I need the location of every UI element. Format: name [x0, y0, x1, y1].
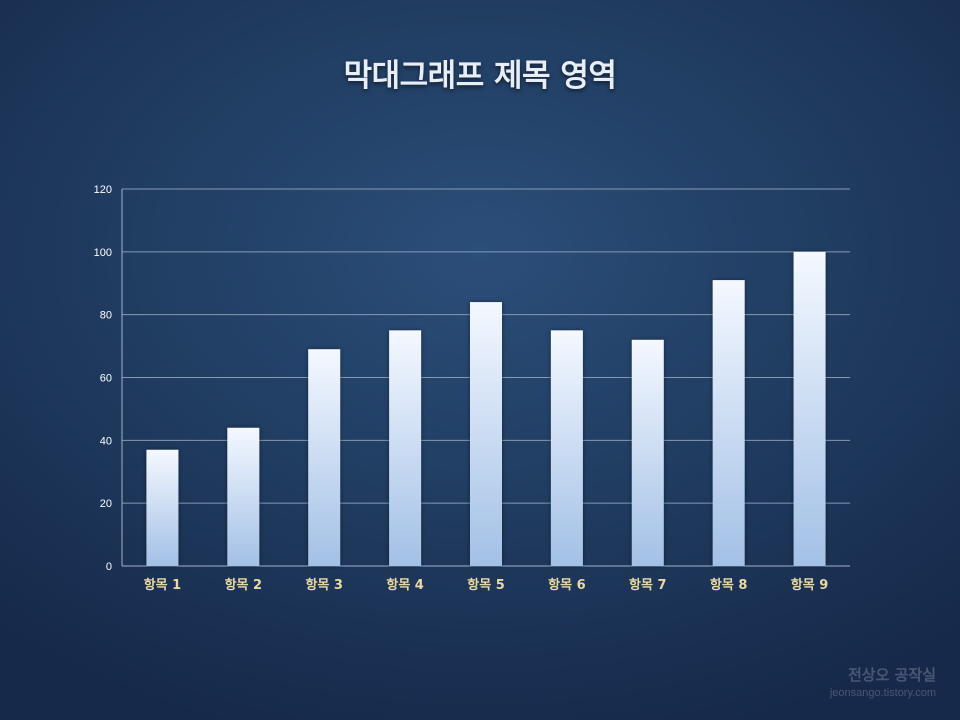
bar [470, 302, 502, 566]
bar [631, 339, 664, 566]
y-tick-label: 20 [100, 498, 112, 510]
x-tick-label: 항목 5 [467, 577, 505, 593]
watermark: 전상오 공작실 jeonsango.tistory.com [830, 664, 936, 699]
bar [550, 330, 583, 566]
x-tick-label: 항목 6 [548, 577, 586, 593]
x-tick-label: 항목 4 [386, 577, 424, 593]
y-tick-labels: 0 20 40 60 80 100 120 [94, 184, 112, 573]
bar [712, 280, 745, 566]
chart-title: 막대그래프 제목 영역 [343, 58, 617, 94]
y-tick-label: 40 [100, 435, 112, 447]
bars [146, 251, 826, 567]
y-tick-label: 100 [94, 247, 112, 259]
watermark-url: jeonsango.tistory.com [829, 687, 936, 699]
x-tick-label: 항목 1 [144, 577, 182, 593]
y-tick-label: 80 [100, 310, 112, 322]
x-tick-labels: 항목 1 항목 2 항목 3 항목 4 항목 5 항목 6 항목 7 항목 8 항목 9 [144, 577, 829, 593]
y-tick-label: 0 [106, 561, 112, 573]
y-tick-label: 60 [100, 373, 112, 385]
y-tick-label: 120 [94, 184, 112, 196]
bar [389, 330, 422, 566]
bar [227, 427, 260, 566]
bar [146, 449, 179, 566]
watermark-title: 전상오 공작실 [847, 666, 936, 684]
bar [308, 349, 341, 566]
bar [793, 251, 826, 567]
x-tick-label: 항목 3 [305, 577, 343, 593]
x-tick-label: 항목 8 [710, 577, 748, 593]
x-tick-label: 항목 9 [791, 577, 829, 593]
x-tick-label: 항목 7 [629, 577, 667, 593]
x-tick-label: 항목 2 [225, 577, 263, 593]
